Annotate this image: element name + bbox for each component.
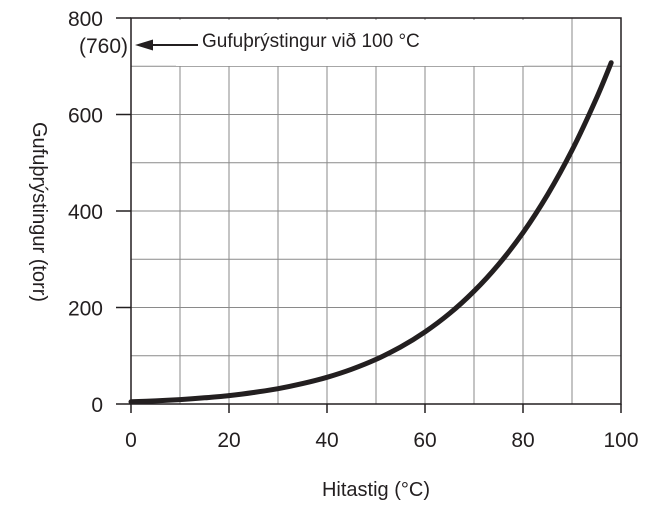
- x-axis-label: Hitastig (°C): [322, 479, 430, 501]
- y-tick-label: 0: [91, 394, 103, 417]
- x-tick-label: 100: [603, 429, 638, 452]
- grid: [131, 18, 621, 404]
- annotation-text: Gufuþrýstingur við 100 °C: [202, 31, 420, 52]
- y-axis-label: Gufuþrýstingur (torr): [28, 122, 50, 302]
- x-tick-label: 80: [511, 429, 534, 452]
- y-tick-label: 800: [68, 8, 103, 31]
- annotation-tick-label: (760): [79, 35, 128, 58]
- x-tick-label: 60: [413, 429, 436, 452]
- x-axis-ticks: 0 20 40 60 80 100: [125, 404, 639, 452]
- x-tick-label: 40: [315, 429, 338, 452]
- y-axis-ticks: 0 200 400 600 800: [68, 8, 131, 417]
- y-tick-label: 600: [68, 105, 103, 128]
- vapor-pressure-curve: [128, 60, 614, 405]
- annotation-arrow-head: [135, 39, 153, 51]
- y-tick-label: 400: [68, 201, 103, 224]
- annotation-background: [176, 20, 524, 66]
- x-tick-label: 20: [217, 429, 240, 452]
- x-tick-label: 0: [125, 429, 137, 452]
- y-tick-label: 200: [68, 298, 103, 321]
